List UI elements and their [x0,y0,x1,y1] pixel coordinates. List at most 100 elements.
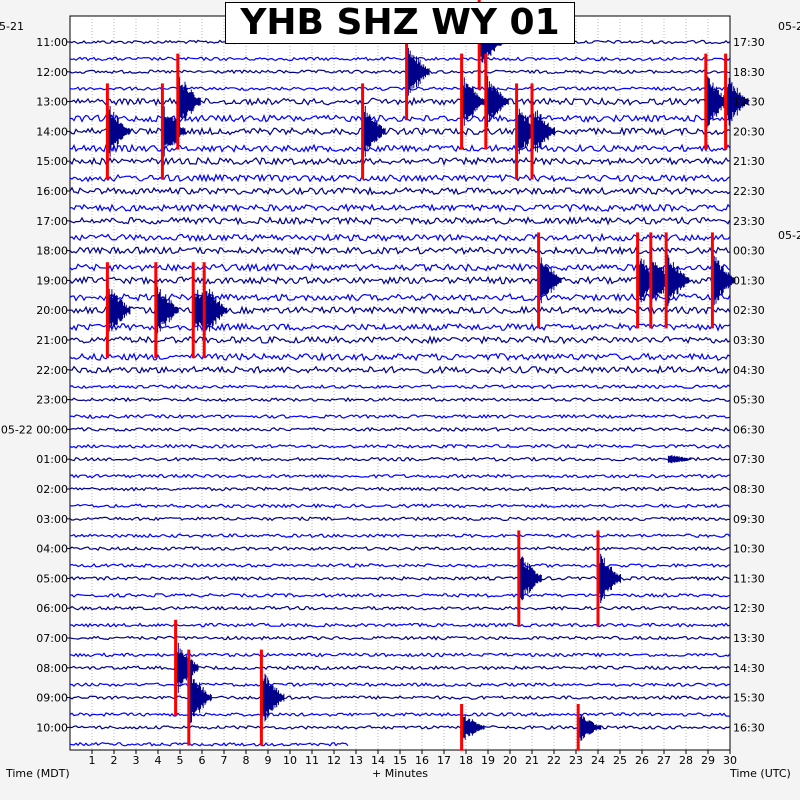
clip-marker [515,83,519,180]
trace-line [69,413,731,420]
x-tick-label: 14 [371,754,385,767]
trace-line [69,516,731,522]
x-tick-label: 29 [701,754,715,767]
right-time-label: 18:30 [733,66,765,79]
trace-line [69,275,731,286]
clip-marker [537,232,541,329]
clip-marker [517,530,521,627]
right-time-label: 21:30 [733,155,765,168]
x-tick-label: 3 [133,754,140,767]
trace-line [69,724,731,730]
left-time-label: 04:00 [36,543,68,556]
left-time-label: 22:00 [36,364,68,377]
clip-marker [405,23,409,120]
trace-line [69,203,731,213]
right-time-label: 19:30 [733,96,765,109]
x-tick-label: 5 [177,754,184,767]
left-time-label: 06:00 [36,602,68,615]
right-time-label: 04:30 [733,364,765,377]
trace-line [69,384,731,390]
clip-marker [724,53,728,150]
left-time-label: 09:00 [36,692,68,705]
chart-title: YHB SHZ WY 01 [225,2,575,44]
trace-line [70,503,731,509]
right-time-label: 05:30 [733,394,765,407]
right-time-label: 09:30 [733,513,765,526]
x-tick-label: 25 [613,754,627,767]
clip-marker [202,262,206,359]
event-mark [105,83,131,180]
clip-marker [649,232,653,329]
event-mark [176,53,201,150]
left-time-label: 05:00 [36,572,68,585]
right-time-label: 13:30 [733,632,765,645]
left-time-label: 10:00 [36,721,68,734]
seismic-traces [69,39,731,747]
clip-marker [259,649,263,746]
clip-marker [576,704,580,751]
right-time-label: 14:30 [733,662,765,675]
event-mark [187,649,212,746]
trace-line [69,397,731,403]
clip-marker [361,83,365,180]
right-time-label: 06:30 [733,423,765,436]
trace-line [69,352,731,362]
trace-line [69,443,731,449]
left-time-label: 16:00 [36,185,68,198]
clip-marker [460,53,464,150]
clip-marker [160,83,164,180]
right-date-label-top: 05-21 [778,20,800,33]
left-time-label: 17:00 [36,215,68,228]
x-tick-label: 18 [459,754,473,767]
left-time-label: 14:00 [36,125,68,138]
left-time-label: 08:00 [36,662,68,675]
clip-marker [530,83,534,180]
event-mark [105,262,131,359]
event-mark [576,704,602,751]
right-time-label: 11:30 [733,572,765,585]
right-time-label: 02:30 [733,304,765,317]
right-time-label: 12:30 [733,602,765,615]
trace-line [69,156,731,167]
right-time-label: 20:30 [733,125,765,138]
x-tick-label: 30 [723,754,737,767]
event-mark [484,53,509,150]
trace-line [69,173,731,183]
x-tick-label: 13 [349,754,363,767]
event-mark [537,232,562,329]
trace-line [69,473,731,479]
x-tick-label: 9 [265,754,272,767]
left-time-label: 13:00 [36,96,68,109]
clip-marker [174,619,178,716]
x-tick-label: 2 [111,754,118,767]
clip-marker [596,530,600,627]
x-tick-label: 7 [221,754,228,767]
right-axis-label: Time (UTC) [729,767,791,780]
x-tick-label: 27 [657,754,671,767]
x-tick-label: 10 [283,754,297,767]
right-time-label: 15:30 [733,692,765,705]
right-time-label: 01:30 [733,274,765,287]
trace-line [69,245,731,256]
event-mark [259,649,285,746]
left-time-labels: 11:00 12:00 13:00 14:00 15:00 16:00 17:00 18:00… [1,36,70,734]
left-time-label: 02:00 [36,483,68,496]
trace-line [69,695,731,701]
trace-line [69,322,731,332]
right-time-label: 22:30 [733,185,765,198]
left-time-label: 23:00 [36,394,68,407]
left-time-label: 12:00 [36,66,68,79]
left-time-label: 11:00 [36,36,68,49]
left-time-label: 15:00 [36,155,68,168]
x-tick-label: 12 [327,754,341,767]
event-mark [724,53,749,150]
event-mark [667,455,692,464]
trace-line [69,711,730,718]
x-axis-ticks: 1 2 3 4 5 6 7 8 9 10 11 12 13 14 15 16 17 18 19 20 21 22 23 24 2… [89,750,737,767]
minute-grid [91,16,709,750]
clip-marker [191,262,195,359]
x-tick-label: 8 [243,754,250,767]
left-axis-label: Time (MDT) [5,767,70,780]
left-time-label: 19:00 [36,274,68,287]
trace-line [69,486,731,492]
